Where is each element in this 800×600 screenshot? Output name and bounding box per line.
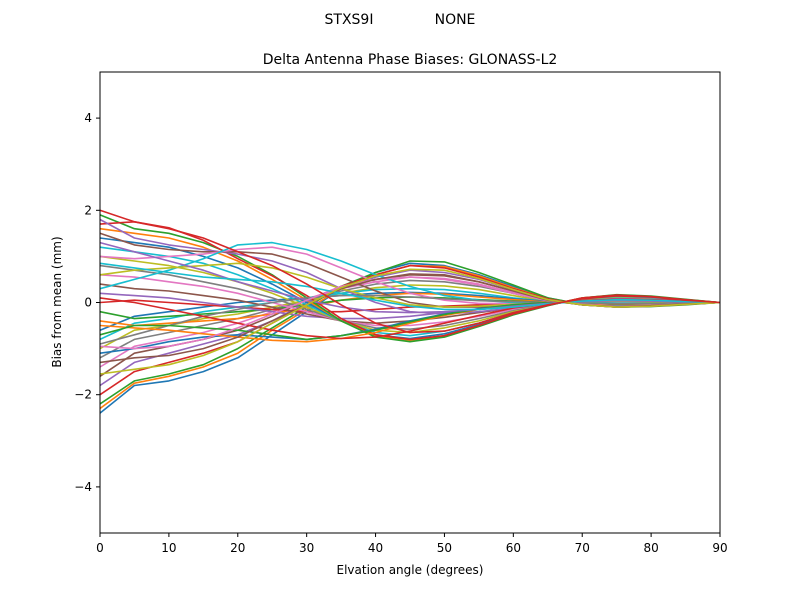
x-tick-label: 20 — [230, 541, 245, 555]
y-tick-label: 2 — [84, 203, 92, 217]
chart-title: Delta Antenna Phase Biases: GLONASS-L2 — [263, 52, 558, 68]
y-tick-label: 4 — [84, 111, 92, 125]
series-line-38 — [99, 262, 721, 311]
x-tick-label: 0 — [96, 541, 104, 555]
y-tick-label: −4 — [74, 480, 92, 494]
y-tick-label: 0 — [84, 296, 92, 310]
y-axis-label: Bias from mean (mm) — [50, 236, 64, 367]
series-line-35 — [99, 241, 721, 314]
radome-name: NONE — [435, 12, 476, 28]
series-line-40 — [99, 209, 721, 334]
y-tick-label: −2 — [74, 388, 92, 402]
x-tick-label: 90 — [712, 541, 727, 555]
series-line-18 — [99, 264, 721, 331]
x-tick-label: 70 — [575, 541, 590, 555]
x-tick-label: 80 — [643, 541, 658, 555]
x-tick-label: 50 — [437, 541, 452, 555]
x-tick-label: 60 — [506, 541, 521, 555]
series-line-39 — [99, 268, 721, 375]
x-axis-label: Elvation angle (degrees) — [337, 563, 484, 577]
series-lines — [99, 209, 721, 414]
x-tick-label: 40 — [368, 541, 383, 555]
station-name: STXS9I — [325, 12, 374, 28]
series-line-24 — [99, 221, 721, 341]
x-axis: 0 10 20 30 40 50 60 70 80 90 — [96, 533, 728, 555]
x-tick-label: 30 — [299, 541, 314, 555]
y-axis: −4 −2 0 2 4 — [74, 111, 100, 494]
x-tick-label: 10 — [161, 541, 176, 555]
